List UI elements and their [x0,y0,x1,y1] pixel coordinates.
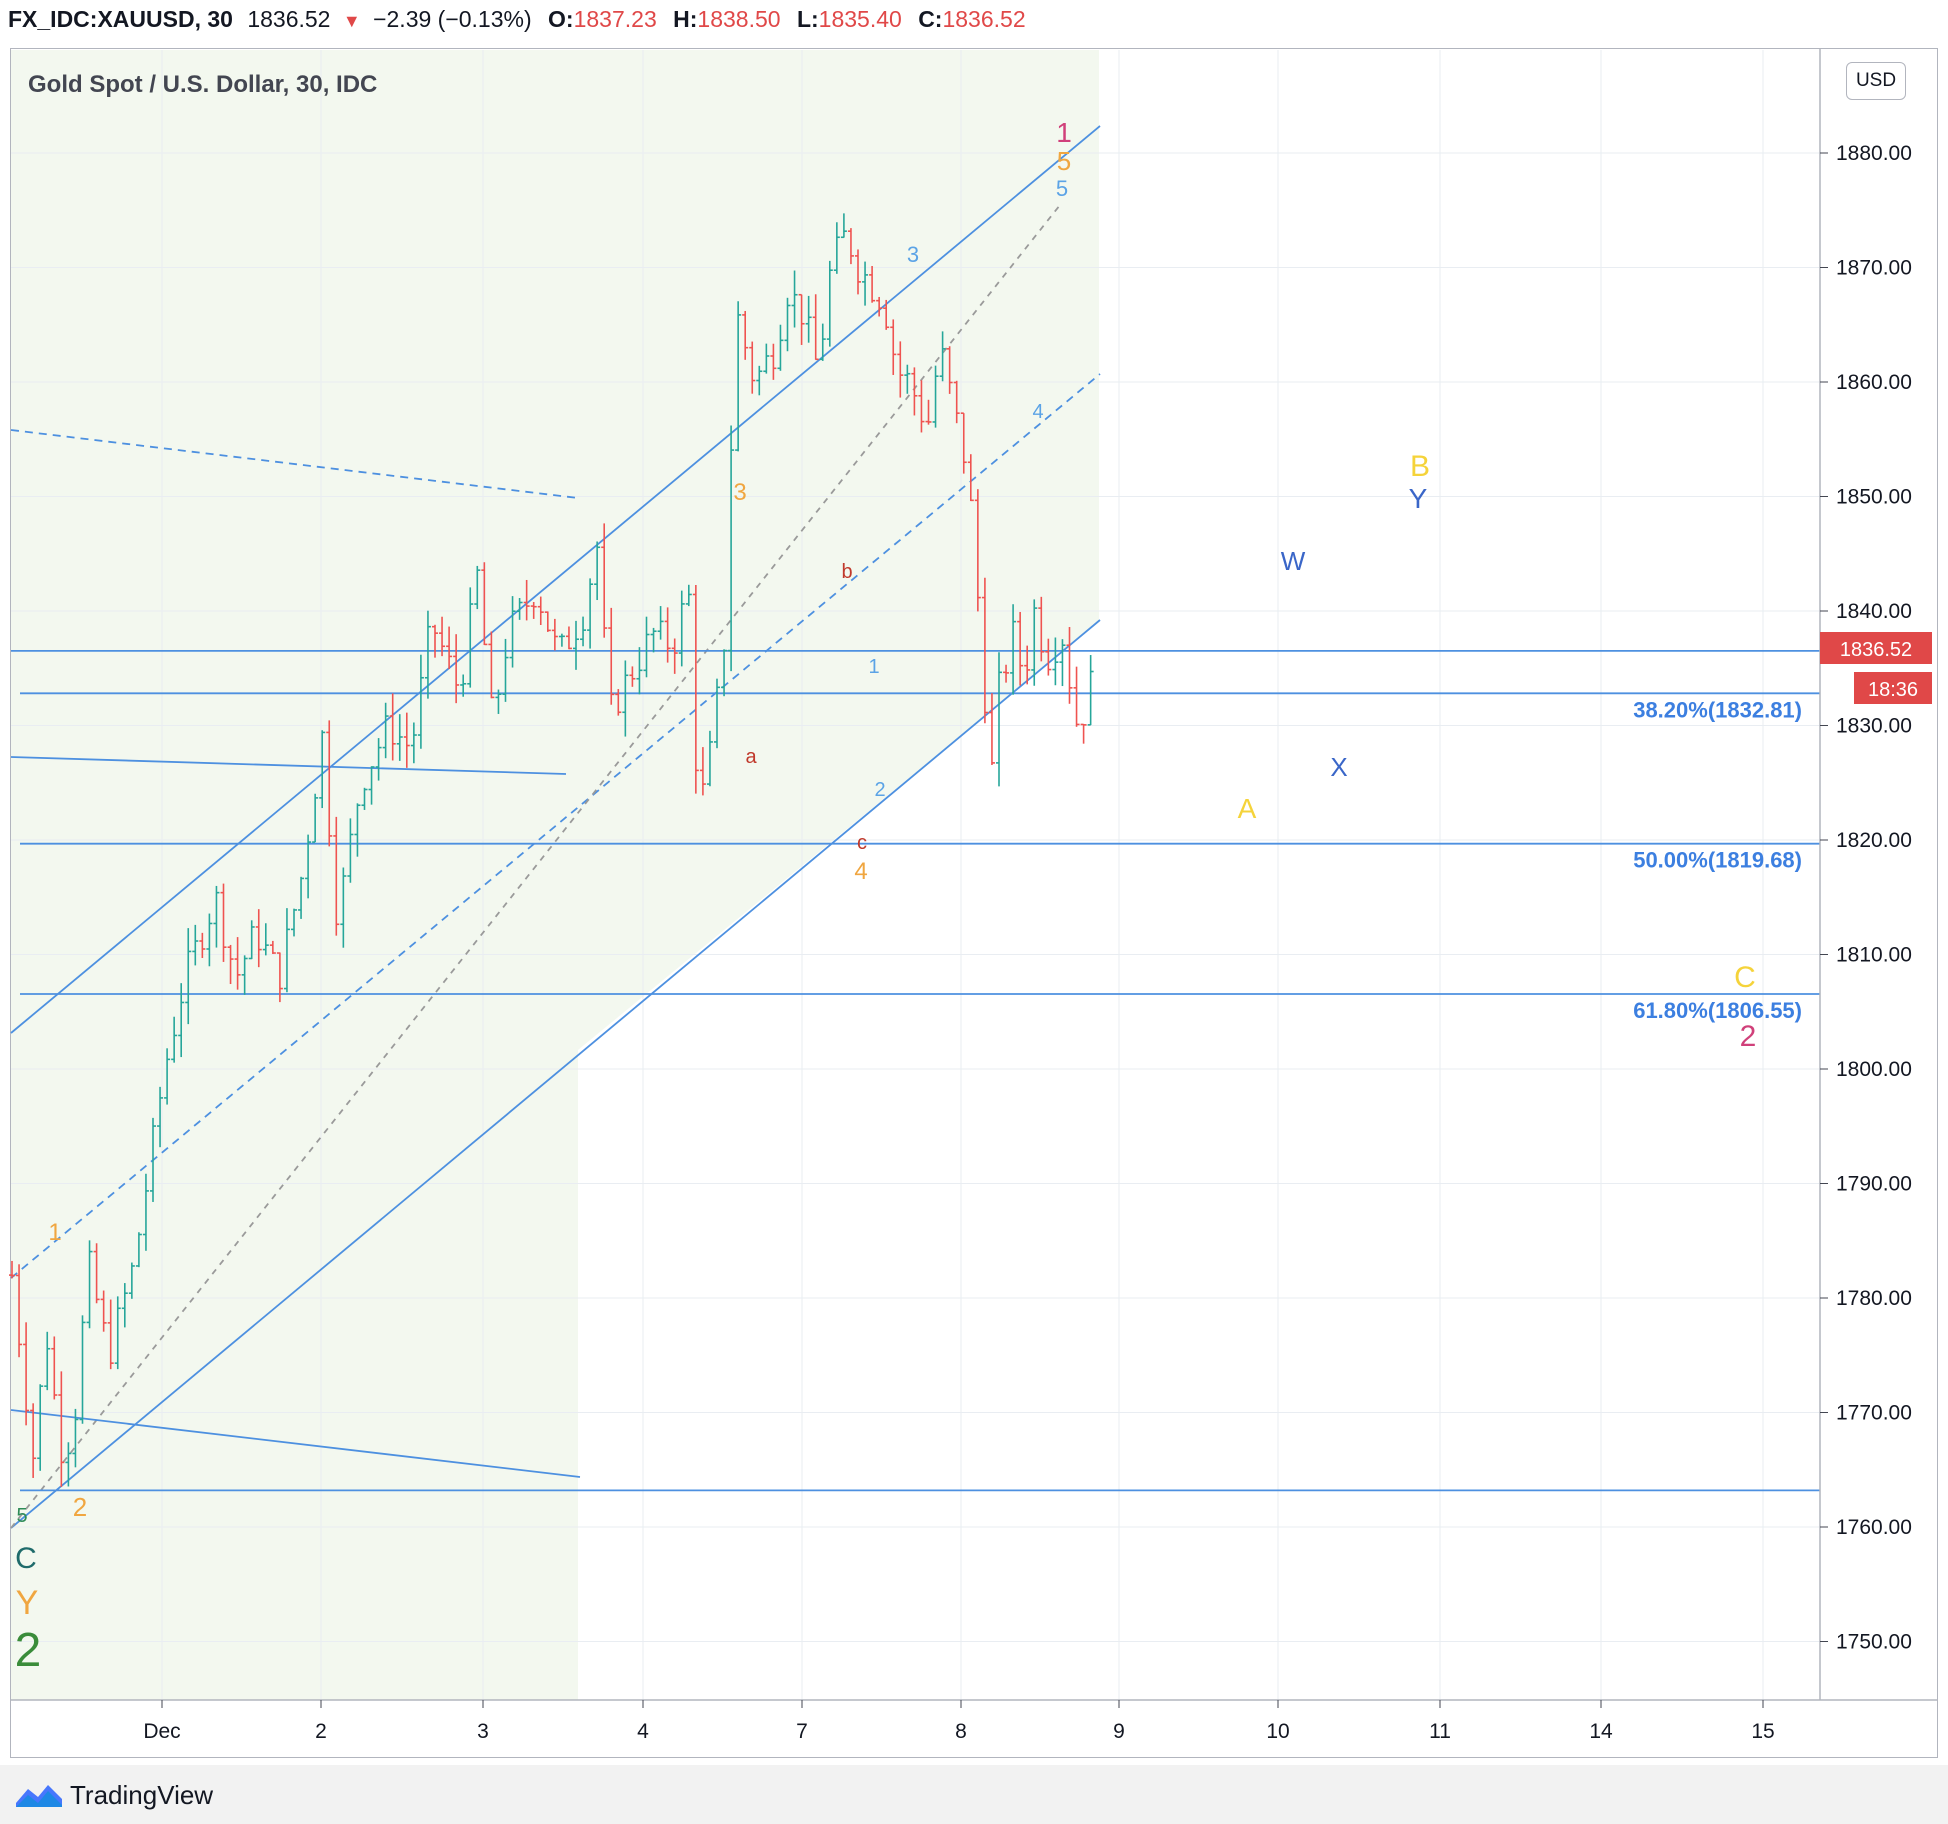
wave-label: C [15,1542,37,1575]
y-tick-label: 1830.00 [1836,715,1912,738]
y-tick-label: 1770.00 [1836,1402,1912,1425]
channel-upper-line [10,125,1101,1034]
wave-label: 2 [1740,1020,1757,1053]
wave-label: W [1281,546,1306,576]
down-arrow-icon: ▼ [342,11,361,31]
grid-lines [11,50,1820,1700]
chart-title: Gold Spot / U.S. Dollar, 30, IDC [28,71,377,98]
price-tag: 1836.52 [1840,639,1912,661]
wave-label: b [841,561,852,583]
candles-layer [9,213,1094,1487]
price-change: −2.39 (−0.13%) [373,6,532,32]
wave-label: Y [16,1584,39,1622]
y-tick-label: 1780.00 [1836,1287,1912,1310]
channel-middle-line [10,373,1101,1279]
fib-label: 38.20%(1832.81) [1633,697,1802,722]
high-value: 1838.50 [697,6,781,32]
channel-median-line [10,204,1061,1529]
x-tick-label: 8 [955,1720,967,1743]
fib-label: 50.00%(1819.68) [1633,848,1802,873]
y-tick-label: 1810.00 [1836,944,1912,967]
wave-label: C [1734,961,1756,994]
wave-label: B [1410,450,1430,483]
channel-body-shading [578,50,1099,1050]
open-label: O: [548,6,574,32]
wave-label: 4 [1032,401,1043,423]
y-tick-label: 1850.00 [1836,486,1912,509]
y-tick-label: 1840.00 [1836,600,1912,623]
channel-lower-line [10,619,1101,1529]
fib-label: 61.80%(1806.55) [1633,998,1802,1023]
tradingview-brand[interactable]: TradingView [70,1780,214,1810]
open-value: 1837.23 [573,6,657,32]
price-chart[interactable]: 38.20%(1832.81) 50.00%(1819.68) 61.80%(180… [0,0,1948,1765]
wave-label: 1 [868,656,879,678]
y-tick-label: 1750.00 [1836,1631,1912,1654]
wave-label: 2 [874,779,885,801]
chart-panel[interactable] [10,48,1938,1758]
countdown-tag-bg [1854,672,1932,704]
wave-label: c [857,832,867,854]
tradingview-logo-icon[interactable] [14,1777,64,1811]
wave-label: Y [1409,483,1428,514]
trend-drawings: 38.20%(1832.81) 50.00%(1819.68) 61.80%(180… [10,125,1820,1529]
wave-label: 5 [16,1505,27,1527]
wave-label: 1 [48,1219,61,1246]
y-tick-label: 1880.00 [1836,142,1912,165]
resistance-dashed-line [10,429,579,499]
y-tick-label: 1760.00 [1836,1516,1912,1539]
wave-label: 4 [854,858,867,885]
low-value: 1835.40 [818,6,902,32]
y-tick-label: 1820.00 [1836,829,1912,852]
wave-label: 1 [1056,117,1072,148]
wave-label: 5 [1056,176,1068,201]
x-tick-label: 11 [1429,1720,1451,1743]
high-label: H: [673,6,698,32]
wave-label: 3 [907,242,919,267]
footer-bar: TradingView [0,1765,1948,1824]
y-tick-label: 1860.00 [1836,371,1912,394]
x-tick-label: 15 [1751,1720,1774,1743]
x-tick-label: 3 [477,1720,489,1743]
low-label: L: [796,6,819,32]
price-axis[interactable]: 1880.00 1870.00 1860.00 1850.00 1840.00 1830.… [1820,142,1912,1654]
countdown-tag: 18:36 [1868,679,1918,701]
price-tag-bg [1820,632,1932,664]
close-value: 1836.52 [942,6,1026,32]
wave-label: 2 [15,1624,42,1677]
wave-label: X [1330,752,1347,782]
x-tick-label: 4 [637,1720,649,1743]
y-tick-label: 1870.00 [1836,257,1912,280]
time-axis[interactable]: Dec 2 3 4 7 8 9 10 11 14 15 [143,1700,1775,1743]
last-price: 1836.52 [247,6,331,32]
x-tick-label: 7 [796,1720,808,1743]
channel-shading [11,50,578,1700]
wave-label: 5 [1057,146,1071,176]
currency-badge[interactable]: USD [1846,62,1906,100]
wave-label: 2 [73,1492,87,1522]
y-tick-label: 1790.00 [1836,1173,1912,1196]
x-tick-label: 14 [1589,1720,1613,1743]
symbol-header: FX_IDC:XAUUSD, 30 1836.52 ▼ −2.39 (−0.13… [0,0,1948,38]
y-tick-label: 1800.00 [1836,1058,1912,1081]
wave-label: A [1238,793,1257,824]
trend-line-mid [10,756,567,775]
trend-line-low [10,1409,581,1478]
x-tick-label: 2 [315,1720,327,1743]
x-tick-label: 10 [1266,1720,1289,1743]
wave-label: 3 [733,479,746,506]
wave-label: a [745,746,757,768]
symbol-name[interactable]: FX_IDC:XAUUSD, 30 [8,6,233,32]
close-label: C: [918,6,943,32]
x-tick-label: 9 [1113,1720,1125,1743]
x-tick-label: Dec [143,1720,180,1743]
